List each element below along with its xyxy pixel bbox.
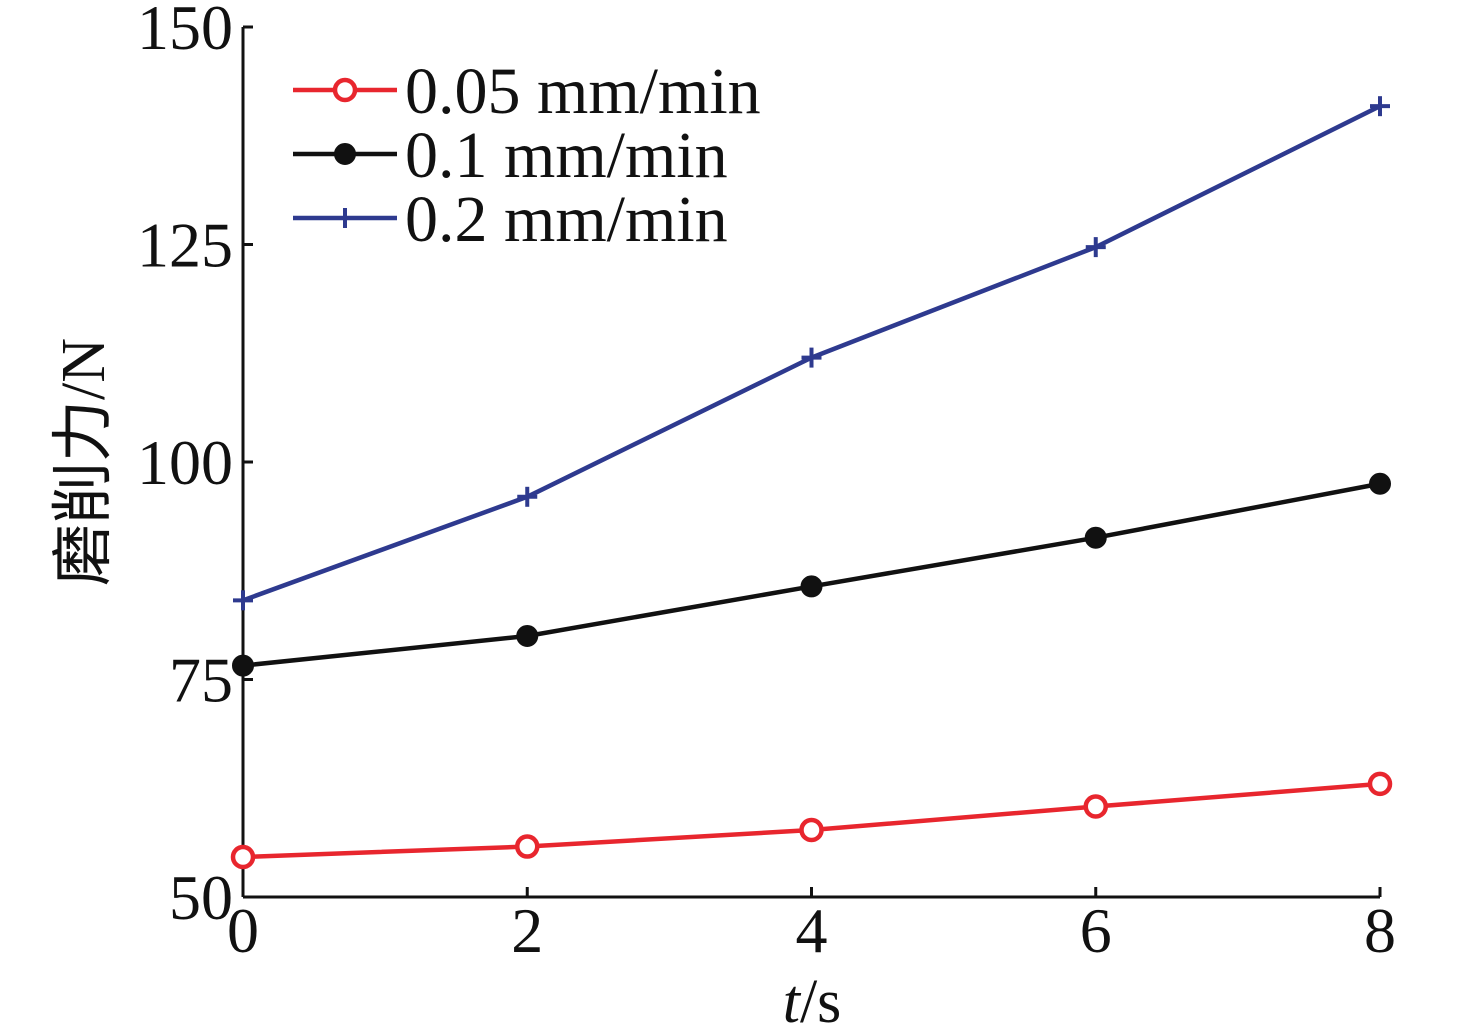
series-0-point-4 (1367, 771, 1393, 797)
series-1-line (242, 481, 1381, 668)
legend-marker-1 (334, 143, 356, 165)
x-tick-label-2: 4 (796, 895, 828, 966)
legend-entry-1: 0.1 mm/min (293, 119, 728, 192)
ticks: 50 75 100 125 150 0 2 4 6 8 (137, 0, 1396, 966)
series-1-point-4 (1369, 472, 1391, 495)
series-layer (230, 96, 1393, 870)
series-1-point-3 (1084, 526, 1107, 549)
series-0-point-0 (230, 844, 256, 870)
legend-label-1: 0.1 mm/min (405, 119, 728, 192)
legend-marker-0 (332, 77, 358, 103)
y-tick-label-2: 100 (137, 427, 233, 498)
legend-entry-2: 0.2 mm/min (293, 183, 728, 256)
series-0-point-3 (1083, 794, 1108, 819)
legend-label-2: 0.2 mm/min (405, 183, 728, 256)
series-2-point-2 (801, 347, 822, 368)
series-1-point-1 (516, 625, 539, 647)
series-2 (233, 96, 1390, 611)
legend-entry-0: 0.05 mm/min (293, 55, 761, 128)
series-1-point-0 (232, 654, 254, 677)
x-tick-label-0: 0 (227, 895, 259, 966)
legend-marker-2 (335, 208, 355, 228)
series-2-point-0 (233, 590, 253, 611)
series-2-point-3 (1085, 237, 1106, 258)
series-2-point-4 (1370, 96, 1390, 117)
y-tick-label-3: 125 (137, 210, 233, 281)
series-0-point-1 (515, 834, 540, 859)
y-tick-label-1: 75 (169, 645, 233, 716)
legend-label-0: 0.05 mm/min (405, 55, 761, 128)
series-0 (230, 771, 1393, 870)
series-0-point-2 (799, 817, 824, 843)
x-axis-label-var: t (783, 968, 802, 1028)
series-1-point-2 (800, 575, 823, 598)
y-tick-label-0: 50 (169, 862, 233, 933)
x-axis-label-unit: /s (800, 968, 841, 1028)
y-axis-label: 磨削力/N (50, 338, 118, 586)
x-tick-label-4: 8 (1364, 895, 1396, 966)
x-axis-label: t/s (783, 968, 842, 1028)
x-tick-label-3: 6 (1080, 895, 1112, 966)
x-tick-label-1: 2 (511, 895, 543, 966)
series-2-point-1 (517, 486, 538, 507)
series-1 (232, 472, 1391, 677)
y-tick-label-4: 150 (137, 0, 233, 63)
